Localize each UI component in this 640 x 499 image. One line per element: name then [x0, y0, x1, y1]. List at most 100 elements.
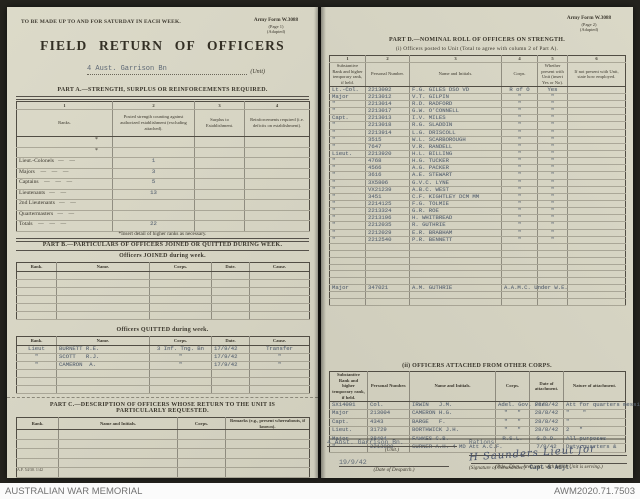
table-cell: [567, 207, 626, 216]
table-cell: 347021: [365, 285, 410, 293]
table-cell: 2213012: [365, 93, 410, 102]
table-cell: Lieut: [16, 345, 57, 354]
nominal-roll-row: Lieut. 2213920 H.L. BILLING " ": [329, 150, 626, 159]
table-cell: ": [537, 143, 568, 152]
table-cell: [56, 287, 150, 296]
table-cell: ": [501, 186, 538, 194]
table-cell: 2213196: [365, 215, 410, 223]
nominal-roll-row: " 3515 W.L. SCARBOROUGH " ": [329, 136, 626, 144]
table-cell: ": [329, 222, 366, 230]
table-cell: ": [329, 129, 366, 137]
table-cell: " ": [495, 418, 530, 428]
table-cell: [194, 168, 245, 179]
table-cell: Lieutenants — —: [16, 189, 113, 200]
table-cell: *: [16, 136, 113, 148]
table-cell: ": [537, 150, 568, 159]
table-cell: ": [501, 193, 538, 201]
table-cell: 2212035: [365, 222, 410, 230]
table-cell: [567, 277, 626, 286]
table-cell: ": [149, 353, 212, 362]
table-cell: [16, 287, 57, 296]
table-cell: 2214125: [365, 200, 410, 209]
table-cell: 2213018: [365, 122, 410, 130]
quitted-row: " CAMERON A. " 17/9/42 ": [16, 361, 310, 370]
table-cell: [177, 439, 226, 450]
table-cell: [194, 199, 245, 211]
table-cell: ": [537, 172, 568, 180]
nominal-roll-row: " 2214125 F.G. TOLMIE " ": [329, 200, 626, 209]
table-cell: [249, 295, 310, 304]
table-cell: [249, 369, 310, 378]
table-cell: [56, 295, 150, 304]
table-cell: ": [329, 143, 366, 152]
nominal-roll-table: 1 2 3 4 5 6 Substantive Rank and higher tempor…: [329, 55, 626, 307]
table-cell: 17/9/42: [211, 353, 250, 362]
table-cell: ": [501, 93, 538, 102]
joined-row: [16, 279, 310, 288]
table-cell: [225, 439, 310, 450]
table-cell: [244, 168, 310, 179]
despatch-label: (Date of Despatch.): [373, 467, 415, 473]
form-ref-line1: Army Form W.3088: [566, 15, 612, 21]
table-cell: [567, 150, 626, 159]
table-cell: Substantive Rank and higher temporary ra…: [329, 371, 368, 402]
nominal-roll-row: [329, 243, 626, 251]
table-cell: [244, 147, 310, 158]
form-page-1: TO BE MADE UP TO AND FOR SATURDAY IN EAC…: [7, 7, 318, 478]
table-cell: [249, 271, 310, 280]
table-cell: [567, 121, 626, 130]
table-cell: [177, 429, 226, 440]
table-cell: A.E. STEWART: [409, 172, 502, 180]
table-cell: Att for quarters messing & pay: [563, 401, 640, 411]
table-cell: ": [149, 361, 212, 370]
table-cell: Nature of attachment.: [563, 371, 626, 402]
table-cell: Rank.: [16, 417, 59, 431]
table-cell: 3: [112, 168, 195, 179]
table-cell: 31729: [367, 426, 410, 436]
table-cell: Name and Initials.: [409, 371, 496, 402]
part-c-row: [16, 439, 310, 450]
table-cell: F.G. GILES DSO VD: [409, 86, 502, 94]
table-cell: ": [329, 100, 366, 109]
nominal-roll-row: [329, 270, 626, 279]
table-cell: ": [501, 207, 538, 216]
table-cell: H.L. BILLING: [409, 150, 502, 159]
table-cell: [567, 179, 626, 187]
table-cell: Reinforcements required (i.e. deficits o…: [244, 109, 310, 137]
table-cell: [225, 448, 310, 459]
table-cell: 3: [409, 55, 502, 63]
table-cell: [567, 200, 626, 209]
quitted-row: [16, 385, 310, 394]
unit-value: 4 Aust. Garrison Bn: [87, 65, 248, 75]
table-cell: [567, 157, 626, 166]
attached-header-row: Substantive Rank and higher temporary ra…: [329, 371, 626, 402]
table-cell: [244, 199, 310, 211]
table-cell: 2: [365, 55, 410, 63]
part-a-header-row: Ranks. Posted strength counting against a…: [16, 109, 310, 137]
form-ref-line3: (Adapted): [266, 29, 286, 35]
joined-row: [16, 287, 310, 296]
table-cell: ": [16, 361, 57, 370]
table-cell: [501, 298, 538, 307]
table-cell: [16, 303, 57, 312]
table-cell: Date.: [211, 336, 250, 346]
table-cell: [56, 369, 150, 378]
table-cell: [567, 107, 626, 116]
table-cell: Name and Initials.: [409, 62, 502, 87]
table-cell: Lieut.: [329, 150, 366, 159]
table-cell: ": [537, 186, 568, 194]
table-cell: [501, 243, 538, 251]
table-cell: ": [537, 236, 568, 244]
table-cell: ": [501, 165, 538, 173]
table-cell: [244, 157, 310, 169]
table-cell: [244, 178, 310, 190]
part-a-row: *: [16, 147, 310, 158]
table-cell: Name.: [56, 262, 150, 272]
table-cell: 2: [112, 101, 195, 110]
signature-block: Rations H Saunders Lieut for (Signature …: [469, 431, 627, 474]
part-a-row: 2nd Lieutenants — —: [16, 199, 310, 211]
table-cell: 2213002: [365, 86, 410, 94]
nominal-roll-row: " 4566 A.G. PACKER " ": [329, 165, 626, 173]
part-a-footnote: *Insert detail of higher ranks as necess…: [118, 231, 207, 237]
